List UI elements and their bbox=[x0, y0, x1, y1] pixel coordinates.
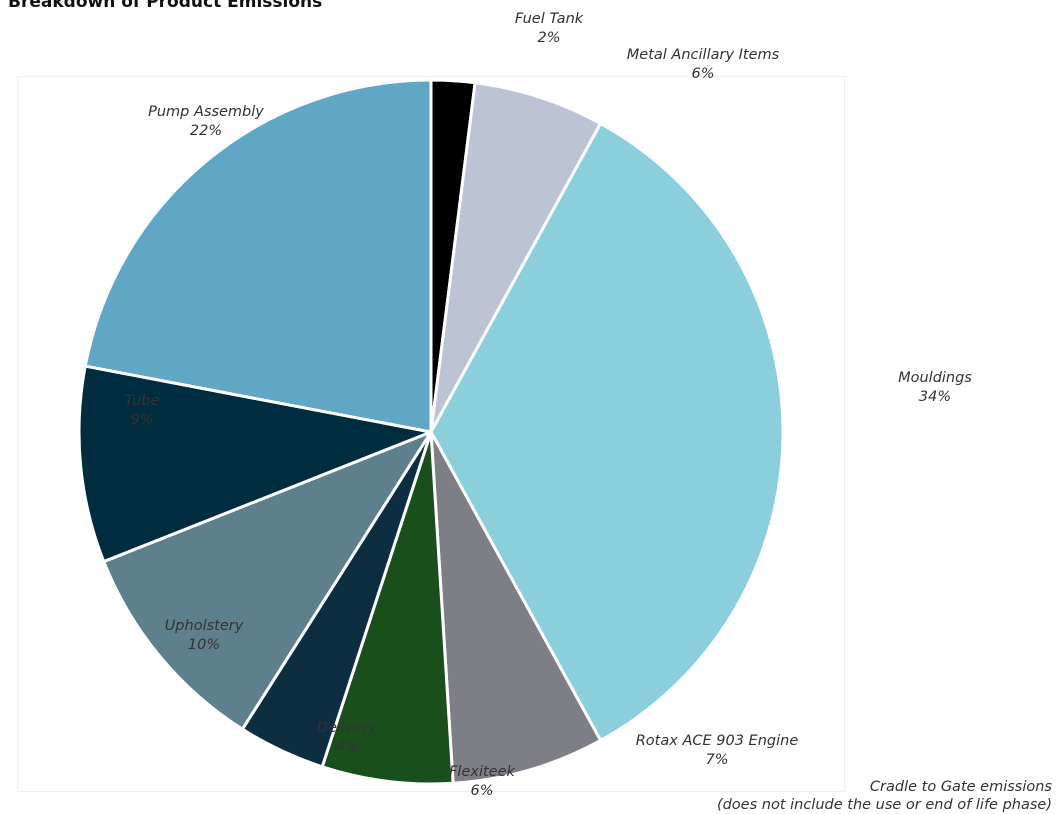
slice-label-rotax-ace-903-engine: Rotax ACE 903 Engine 7% bbox=[636, 733, 799, 768]
slice-name-rotax-ace-903-engine: Rotax ACE 903 Engine bbox=[636, 733, 799, 749]
slice-label-upholstery: Upholstery 10% bbox=[165, 618, 244, 653]
slice-value-pump-assembly: 22% bbox=[190, 123, 222, 139]
slice-label-metal-ancillary-items: Metal Ancillary Items 6% bbox=[627, 47, 780, 82]
footnote: Cradle to Gate emissions (does not inclu… bbox=[717, 778, 1052, 814]
slice-value-mouldings: 34% bbox=[919, 389, 951, 405]
slice-label-flexiteek: Flexiteek 6% bbox=[449, 764, 515, 799]
footnote-line-2: (does not include the use or end of life… bbox=[716, 797, 1052, 813]
slice-pump-assembly bbox=[83, 78, 433, 434]
slice-value-flexiteek: 6% bbox=[470, 783, 493, 799]
slice-name-fuel-tank: Fuel Tank bbox=[515, 11, 584, 27]
slice-upholstery bbox=[102, 430, 433, 731]
slice-label-fuel-tank: Fuel Tank 2% bbox=[515, 11, 584, 46]
slice-value-upholstery: 10% bbox=[188, 637, 220, 653]
slice-mouldings bbox=[429, 122, 785, 742]
slice-metal-ancillary-items bbox=[429, 81, 603, 434]
slice-label-tube: Tube 9% bbox=[125, 393, 160, 428]
slice-flexiteek bbox=[320, 430, 455, 786]
slice-rotax-ace-903-engine bbox=[429, 430, 603, 785]
slice-name-upholstery: Upholstery bbox=[165, 618, 244, 634]
slice-value-tube: 9% bbox=[130, 412, 153, 428]
plot-frame bbox=[17, 76, 845, 792]
slice-label-mouldings: Mouldings 34% bbox=[898, 370, 972, 405]
slice-label-pump-assembly: Pump Assembly 22% bbox=[148, 104, 264, 139]
slice-name-tube: Tube bbox=[125, 393, 160, 409]
chart-title: Breakdown of Product Emissions bbox=[8, 0, 323, 12]
slice-value-fuel-tank: 2% bbox=[537, 30, 560, 46]
slice-name-pump-assembly: Pump Assembly bbox=[148, 104, 264, 120]
slice-tube bbox=[77, 364, 433, 564]
slice-value-delivery: 4% bbox=[335, 739, 358, 755]
slice-value-rotax-ace-903-engine: 7% bbox=[705, 752, 728, 768]
slice-label-delivery: Delivery 4% bbox=[317, 720, 378, 755]
slice-name-mouldings: Mouldings bbox=[898, 370, 972, 386]
footnote-line-1: Cradle to Gate emissions bbox=[869, 779, 1052, 795]
slice-name-flexiteek: Flexiteek bbox=[449, 764, 515, 780]
slice-name-delivery: Delivery bbox=[317, 720, 378, 736]
slice-value-metal-ancillary-items: 6% bbox=[691, 66, 714, 82]
slice-name-metal-ancillary-items: Metal Ancillary Items bbox=[627, 47, 780, 63]
